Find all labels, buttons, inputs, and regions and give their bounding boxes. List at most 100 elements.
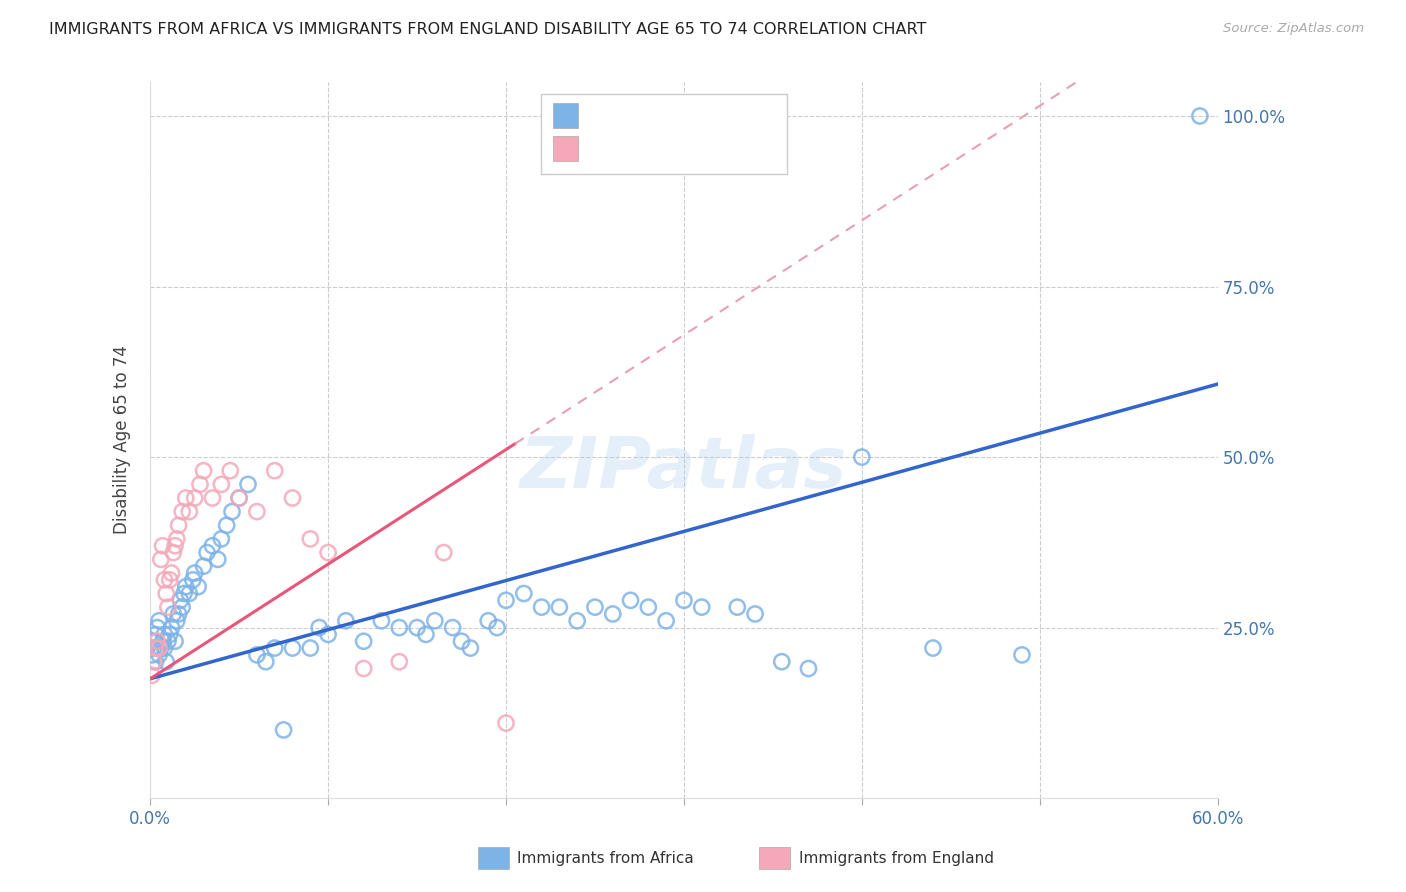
Point (406, 621, 429, 635)
Point (388, 655, 411, 669)
Text: Immigrants from England: Immigrants from England (799, 851, 994, 865)
Point (246, 505, 269, 519)
Point (179, 505, 201, 519)
Point (165, 634, 187, 648)
Point (209, 532, 232, 546)
Text: R =: R = (586, 140, 623, 158)
Point (207, 552, 229, 566)
Point (281, 641, 304, 656)
Point (183, 491, 205, 505)
Point (156, 600, 179, 615)
Point (548, 600, 571, 615)
Point (155, 655, 177, 669)
Point (146, 621, 169, 635)
Point (159, 627, 181, 641)
Point (153, 627, 176, 641)
Point (142, 655, 165, 669)
Point (263, 464, 285, 478)
Point (236, 477, 259, 491)
Point (174, 580, 197, 594)
Point (851, 450, 873, 464)
Point (142, 641, 165, 656)
Point (308, 621, 330, 635)
Point (797, 661, 820, 675)
Point (744, 607, 766, 621)
Point (221, 505, 243, 519)
Point (167, 607, 190, 621)
Point (167, 518, 190, 533)
Point (162, 607, 184, 621)
Point (195, 545, 218, 559)
Point (162, 545, 184, 559)
Point (602, 607, 624, 621)
Point (495, 716, 517, 731)
Text: R =: R = (586, 106, 623, 124)
Point (441, 621, 464, 635)
Text: Source: ZipAtlas.com: Source: ZipAtlas.com (1223, 22, 1364, 36)
Y-axis label: Disability Age 65 to 74: Disability Age 65 to 74 (114, 345, 131, 534)
Text: N =: N = (665, 140, 713, 158)
Point (172, 600, 194, 615)
Point (148, 648, 170, 662)
Point (637, 600, 659, 615)
Text: IMMIGRANTS FROM AFRICA VS IMMIGRANTS FROM ENGLAND DISABILITY AGE 65 TO 74 CORREL: IMMIGRANTS FROM AFRICA VS IMMIGRANTS FRO… (49, 22, 927, 37)
Point (149, 552, 172, 566)
Point (155, 586, 177, 600)
Text: 35: 35 (713, 140, 734, 158)
Point (149, 641, 172, 656)
Point (353, 634, 375, 648)
Point (263, 641, 285, 656)
Point (299, 532, 322, 546)
Point (183, 566, 205, 580)
Point (156, 634, 179, 648)
Point (513, 586, 536, 600)
Point (152, 634, 174, 648)
Point (567, 614, 589, 628)
Point (219, 464, 242, 478)
Point (165, 539, 187, 553)
Point (370, 614, 392, 628)
Point (316, 545, 339, 559)
Point (415, 627, 437, 641)
Point (1011, 648, 1033, 662)
Point (146, 634, 169, 648)
Point (619, 593, 641, 607)
Point (922, 641, 945, 656)
Point (173, 586, 195, 600)
Point (181, 573, 204, 587)
Point (433, 545, 456, 559)
Text: N =: N = (665, 106, 713, 124)
Point (335, 614, 357, 628)
Point (188, 477, 211, 491)
Text: Immigrants from Africa: Immigrants from Africa (517, 851, 695, 865)
Point (299, 641, 322, 656)
Point (316, 627, 339, 641)
Point (1188, 109, 1211, 123)
Point (141, 668, 163, 682)
Point (148, 614, 170, 628)
Point (228, 491, 250, 505)
Point (228, 491, 250, 505)
Point (477, 614, 499, 628)
Point (142, 634, 165, 648)
Point (172, 505, 194, 519)
Point (145, 627, 167, 641)
Point (145, 641, 167, 656)
Point (153, 573, 176, 587)
Text: 78: 78 (713, 106, 734, 124)
Point (209, 477, 232, 491)
Point (770, 655, 793, 669)
Point (148, 641, 170, 656)
Point (179, 586, 201, 600)
Point (450, 634, 472, 648)
Point (273, 723, 295, 737)
Point (166, 614, 188, 628)
Point (254, 655, 277, 669)
Point (725, 600, 748, 615)
Point (152, 539, 174, 553)
Point (160, 566, 183, 580)
Point (201, 539, 224, 553)
Point (169, 593, 191, 607)
Point (159, 573, 181, 587)
Point (388, 621, 411, 635)
